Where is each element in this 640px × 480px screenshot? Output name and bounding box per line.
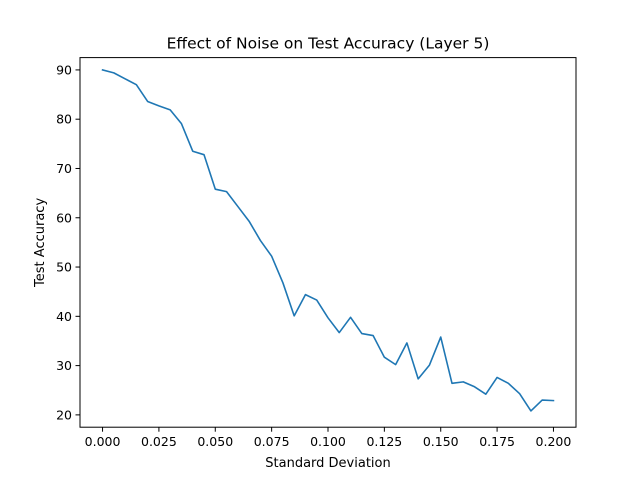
x-tick-label: 0.025 xyxy=(141,434,177,449)
plot-area-frame xyxy=(79,57,577,428)
y-axis-ticks: 20 30 40 50 60 70 80 90 xyxy=(56,62,80,422)
x-tick-label: 0.150 xyxy=(423,434,459,449)
x-axis-label: Standard Deviation xyxy=(265,456,390,471)
y-tick-label: 30 xyxy=(56,358,72,373)
y-tick-label: 70 xyxy=(56,161,72,176)
y-tick-label: 50 xyxy=(56,260,72,275)
y-tick-label: 40 xyxy=(56,309,72,324)
x-tick-label: 0.200 xyxy=(536,434,572,449)
y-tick-label: 80 xyxy=(56,112,72,127)
x-tick-label: 0.000 xyxy=(85,434,121,449)
series-line xyxy=(101,68,555,412)
x-tick-label: 0.100 xyxy=(310,434,346,449)
y-tick-label: 60 xyxy=(56,210,72,225)
x-tick-label: 0.125 xyxy=(366,434,402,449)
x-axis-ticks: 0.000 0.025 0.050 0.075 0.100 0.125 0.150 0.175… xyxy=(85,427,572,449)
x-tick-label: 0.075 xyxy=(254,434,290,449)
y-tick-label: 90 xyxy=(56,62,72,77)
chart-title: Effect of Noise on Test Accuracy (Layer … xyxy=(167,35,490,53)
y-tick-label: 20 xyxy=(56,407,72,422)
x-tick-label: 0.050 xyxy=(197,434,233,449)
x-tick-label: 0.175 xyxy=(479,434,515,449)
y-axis-label: Test Accuracy xyxy=(33,198,48,288)
